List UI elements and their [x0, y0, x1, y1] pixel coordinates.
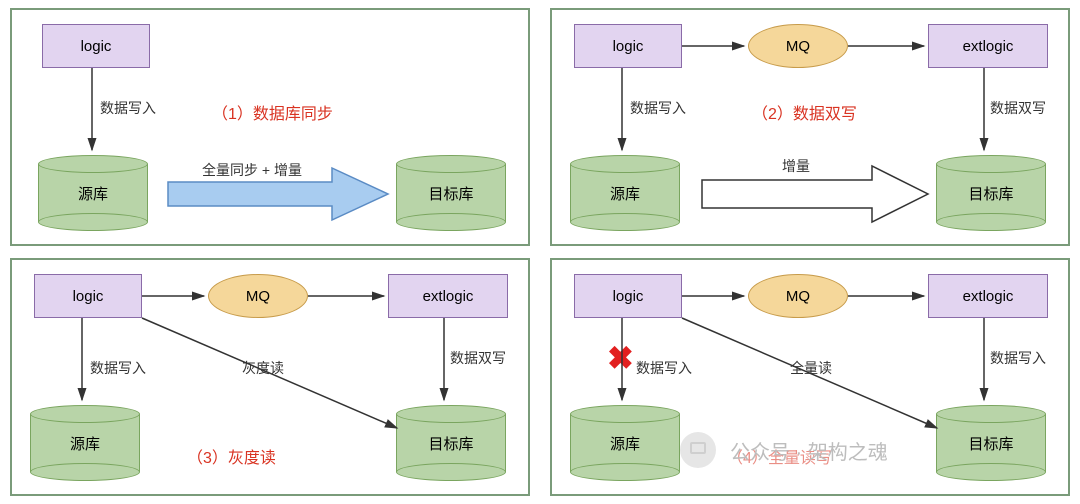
mq-node: MQ	[208, 274, 308, 318]
logic-box: logic	[574, 24, 682, 68]
panel-db-sync: logic 数据写入 （1）数据库同步 源库 目标库 全量同步 + 增量	[10, 8, 530, 246]
panel-dual-write: logic MQ extlogic 数据写入 （2）数据双写 数据双写 源库 目…	[550, 8, 1070, 246]
logic-label: logic	[81, 38, 112, 55]
extlogic-label: extlogic	[963, 38, 1014, 55]
dst-db: 目标库	[396, 155, 506, 231]
logic-box: logic	[34, 274, 142, 318]
logic-label: logic	[613, 288, 644, 305]
caption-3: （3）灰度读	[187, 444, 276, 468]
extlogic-box: extlogic	[928, 274, 1048, 318]
logic-box: logic	[574, 274, 682, 318]
src-db: 源库	[30, 405, 140, 481]
caption-2: （2）数据双写	[752, 100, 857, 124]
mq-node: MQ	[748, 274, 848, 318]
dst-db: 目标库	[396, 405, 506, 481]
extlogic-box: extlogic	[928, 24, 1048, 68]
inc-label: 增量	[782, 156, 810, 176]
mq-label: MQ	[786, 288, 810, 305]
src-db: 源库	[570, 155, 680, 231]
dual-write-label: 数据双写	[450, 348, 506, 368]
gray-read-label: 灰度读	[242, 358, 284, 378]
write-label: 数据写入	[90, 358, 146, 378]
src-db-label: 源库	[610, 433, 640, 454]
mq-label: MQ	[246, 288, 270, 305]
src-db-label: 源库	[70, 433, 100, 454]
src-db-label: 源库	[610, 183, 640, 204]
dual-write-label: 数据双写	[990, 98, 1046, 118]
dst-db-label: 目标库	[968, 183, 1013, 204]
write-label: 数据写入	[636, 358, 692, 378]
src-db: 源库	[570, 405, 680, 481]
watermark-icon	[680, 432, 716, 468]
full-read-label: 全量读	[790, 358, 832, 378]
panel-gray-read: logic MQ extlogic 数据写入 灰度读 数据双写 （3）灰度读 源…	[10, 258, 530, 496]
write-label: 数据写入	[100, 98, 156, 118]
caption-1: （1）数据库同步	[212, 100, 333, 124]
src-db-label: 源库	[78, 183, 108, 204]
dst-db: 目标库	[936, 155, 1046, 231]
data-write-label: 数据写入	[990, 348, 1046, 368]
extlogic-label: extlogic	[423, 288, 474, 305]
src-db: 源库	[38, 155, 148, 231]
extlogic-box: extlogic	[388, 274, 508, 318]
sync-arrow-label: 全量同步 + 增量	[202, 160, 302, 180]
logic-label: logic	[613, 38, 644, 55]
dst-db-label: 目标库	[428, 183, 473, 204]
mq-label: MQ	[786, 38, 810, 55]
cross-icon: ✖	[786, 178, 813, 210]
logic-box: logic	[42, 24, 150, 68]
mq-node: MQ	[748, 24, 848, 68]
watermark-text: 公众号 · 架构之魂	[730, 436, 888, 465]
extlogic-label: extlogic	[963, 288, 1014, 305]
dst-db-label: 目标库	[428, 433, 473, 454]
write-label: 数据写入	[630, 98, 686, 118]
dst-db: 目标库	[936, 405, 1046, 481]
cross-icon: ✖	[607, 342, 634, 374]
logic-label: logic	[73, 288, 104, 305]
dst-db-label: 目标库	[968, 433, 1013, 454]
